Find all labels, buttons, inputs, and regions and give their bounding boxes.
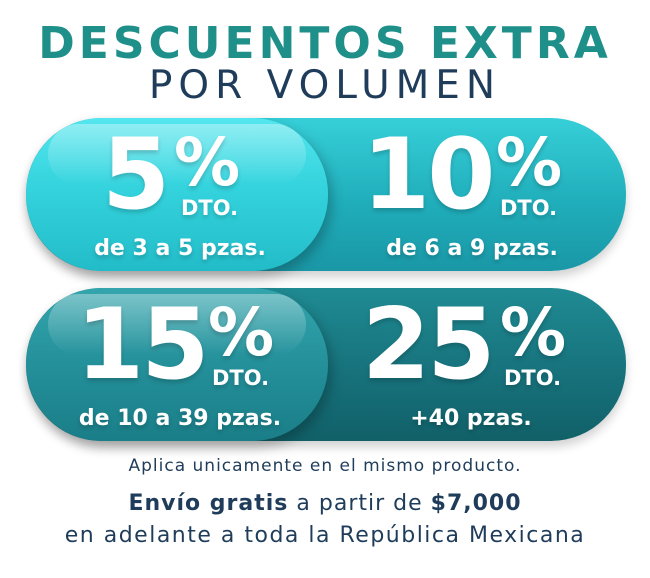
offer-5-range: de 3 a 5 pzas. <box>94 236 266 261</box>
discount-pill-5 <box>26 118 328 271</box>
footer-note: Aplica unicamente en el mismo producto. <box>128 456 522 476</box>
footer-coverage-line: en adelante a toda la República Mexicana <box>64 523 586 548</box>
offer-10-dto-label: DTO. <box>500 196 558 220</box>
discount-row-dark: 15 % DTO. de 10 a 39 pzas. 25 % DTO. +40… <box>26 288 626 441</box>
offer-10-range: de 6 a 9 pzas. <box>386 236 558 261</box>
footer-shipping-line: Envío gratis a partir de $7,000 <box>0 493 650 515</box>
offer-5-number: 5 <box>102 118 170 232</box>
offer-25-number: 25 <box>362 288 495 402</box>
offer-25-range: +40 pzas. <box>410 406 532 431</box>
offer-25-dto-label: DTO. <box>504 366 562 390</box>
page-title-line1: DESCUENTOS EXTRA <box>38 18 612 69</box>
offer-15-percent-sign: % <box>208 294 274 371</box>
offer-15-number: 15 <box>76 288 209 402</box>
shipping-threshold-amount: $7,000 <box>430 491 522 516</box>
free-shipping-label: Envío gratis <box>128 491 289 516</box>
offer-10-number: 10 <box>362 118 495 232</box>
page-title-line2: POR VOLUMEN <box>148 63 502 108</box>
offer-10-percent-sign: % <box>496 124 562 201</box>
offer-5-percent-sign: % <box>174 124 240 201</box>
discount-row-light: 5 % DTO. de 3 a 5 pzas. 10 % DTO. de 6 a… <box>26 118 626 271</box>
offer-15-range: de 10 a 39 pzas. <box>78 406 282 431</box>
offer-25-percent-sign: % <box>500 294 566 371</box>
shipping-from-text: a partir de <box>288 491 431 516</box>
offer-5-dto-label: DTO. <box>181 196 239 220</box>
discount-pill-15 <box>26 288 328 441</box>
offer-15-dto-label: DTO. <box>212 366 270 390</box>
